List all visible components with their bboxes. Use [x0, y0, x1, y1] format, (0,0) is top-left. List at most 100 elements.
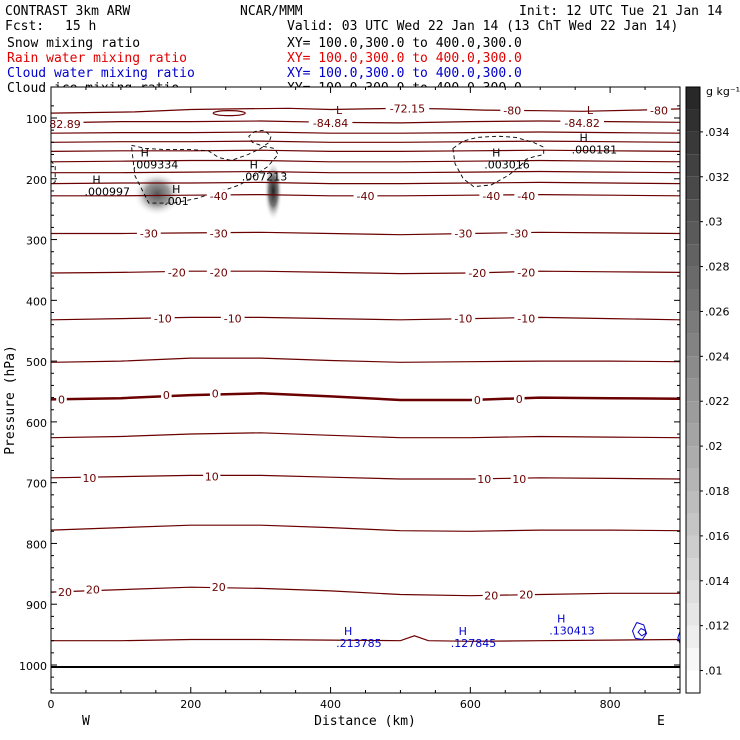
isotherm-label: 0	[163, 389, 170, 402]
cloud-ice-contour	[452, 135, 545, 188]
low-marker: L	[336, 104, 343, 117]
isotherm-label: 0	[58, 393, 65, 406]
colorbar-band	[686, 154, 700, 177]
legend-xy-range: XY= 100.0,300.0 to 400.0,300.0	[287, 66, 522, 81]
isotherm-line	[51, 140, 680, 143]
isotherm-label: -10	[454, 313, 472, 326]
isotherm-label: -20	[210, 266, 228, 279]
colorbar-tick-label: .018	[705, 485, 730, 498]
isotherm-label: -84.84	[313, 117, 348, 130]
high-marker: H	[492, 147, 500, 160]
colorbar-tick-label: .034	[705, 126, 730, 139]
y-tick-label: 700	[26, 478, 47, 491]
isotherm-label-bg	[475, 473, 493, 486]
isotherm-label-bg	[164, 266, 189, 279]
colorbar-tick-label: .012	[705, 620, 730, 633]
high-marker: H	[344, 625, 352, 638]
isotherm-label: -20	[168, 266, 186, 279]
y-tick-label: 600	[26, 417, 47, 430]
colorbar-band	[686, 625, 700, 649]
isotherm-label: 10	[512, 473, 526, 486]
isotherm-label-bg	[353, 189, 378, 202]
isotherm-label: -80	[503, 105, 521, 118]
isotherm-label-bg	[451, 312, 476, 325]
isotherm-label-bg	[46, 118, 84, 131]
extremum-value: .009334	[133, 159, 179, 172]
y-tick-label: 100	[26, 113, 47, 126]
colorbar-band	[686, 401, 700, 424]
extremum-value: .127845	[451, 637, 497, 650]
colorbar-band	[686, 87, 700, 110]
isotherm-label-bg	[510, 473, 528, 486]
isotherm-label-bg	[517, 588, 535, 601]
isotherm-line	[51, 524, 680, 532]
colorbar-band	[686, 468, 700, 491]
isotherm-label: -30	[140, 227, 158, 240]
isotherm-label-bg	[451, 227, 476, 240]
isotherm-line	[51, 270, 680, 275]
colorbar-band	[686, 333, 700, 357]
y-tick-label: 900	[26, 599, 47, 612]
x-axis-label: Distance (km)	[314, 714, 416, 729]
high-marker: H	[459, 625, 467, 638]
isotherm-label-bg	[647, 104, 671, 117]
isotherm-label-bg	[136, 227, 161, 240]
cloud-water-layer	[631, 622, 680, 644]
x-tick-label: 600	[460, 698, 481, 711]
isotherm-line	[51, 181, 680, 185]
legend-xy-range: XY= 100.0,300.0 to 400.0,300.0	[287, 36, 522, 51]
isotherm-label: 20	[484, 590, 498, 603]
colorbar-band	[686, 131, 700, 155]
cloud-water-contour	[631, 622, 648, 641]
isotherm-label: 0	[474, 394, 481, 407]
high-marker: H	[92, 173, 100, 186]
colorbar-tick-label: .026	[705, 305, 730, 318]
x-tick-label: 400	[320, 698, 341, 711]
colorbar-band	[686, 558, 700, 581]
colorbar-band	[686, 311, 700, 334]
isotherm-line	[51, 107, 680, 114]
high-marker: H	[172, 183, 180, 196]
colorbar-tick-label: .022	[705, 395, 730, 408]
colorbar-tick-label: .014	[705, 575, 730, 588]
x-tick-label: 200	[180, 698, 201, 711]
isotherm-label: 10	[477, 473, 491, 486]
isotherm-label: -30	[510, 227, 528, 240]
colorbar-tick-label: .028	[705, 261, 730, 274]
snow-shading-blob	[264, 160, 283, 221]
y-tick-label: 400	[26, 295, 47, 308]
high-marker: H	[557, 613, 565, 626]
isotherm-label: -20	[468, 267, 486, 280]
isotherm-label: -80	[650, 105, 668, 118]
isotherm-label-bg	[84, 583, 102, 596]
isotherm-label-bg	[500, 104, 525, 117]
extremum-value: .001	[164, 195, 189, 208]
isotherm-label-bg	[465, 266, 490, 279]
isotherm-label-bg	[209, 387, 221, 400]
y-tick-label: 1000	[19, 660, 47, 673]
x-tick-label: 0	[48, 698, 55, 711]
isotherm-line	[51, 635, 680, 642]
isotherm-line	[51, 392, 680, 402]
colorbar-band	[686, 176, 700, 200]
isotherm-label-bg	[560, 116, 604, 129]
colorbar-band	[686, 289, 700, 312]
legend-field-name: Rain water mixing ratio	[7, 51, 187, 66]
isotherm-label-bg	[514, 189, 539, 202]
isotherm-label: -40	[357, 190, 375, 203]
isotherm-label: 0	[212, 387, 219, 400]
colorbar-band	[686, 199, 700, 222]
colorbar-band	[686, 378, 700, 402]
isotherm-closed-contour	[212, 110, 246, 117]
isotherm-label-bg	[514, 266, 539, 279]
isotherm-label-bg	[206, 189, 231, 202]
isotherm-line	[51, 159, 680, 163]
isotherm-label-bg	[482, 589, 500, 602]
isotherm-label: 20	[86, 584, 100, 597]
isotherm-label-bg	[56, 586, 74, 599]
colorbar-band	[686, 244, 700, 267]
isotherm-line	[51, 131, 680, 134]
